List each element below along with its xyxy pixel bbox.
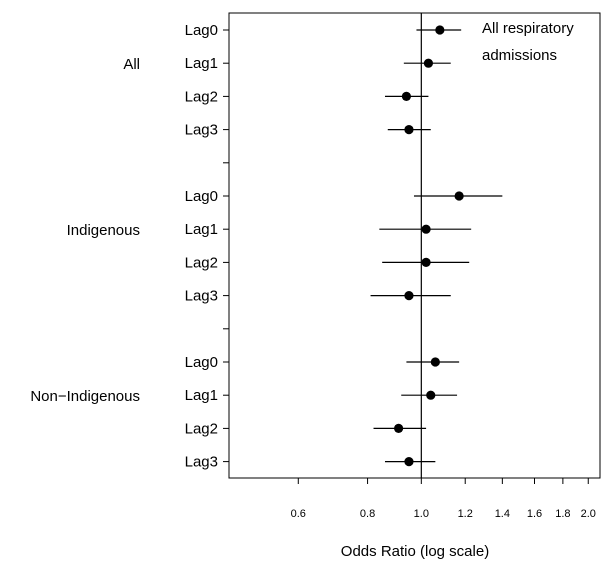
row-label: Lag0 — [185, 22, 218, 39]
annotation-line-1: All respiratory — [482, 20, 574, 37]
group-label: Indigenous — [67, 222, 140, 239]
group-label: Non−Indigenous — [30, 388, 140, 405]
row-label: Lag0 — [185, 188, 218, 205]
point-estimate — [435, 25, 445, 35]
point-estimate — [404, 457, 414, 467]
point-estimate — [393, 423, 404, 433]
point-estimate — [404, 125, 414, 135]
point-estimate — [404, 291, 414, 301]
row-label: Lag2 — [185, 88, 218, 105]
x-tick-label: 1.4 — [495, 508, 510, 520]
point-estimate — [421, 224, 431, 234]
row-label: Lag1 — [185, 55, 218, 72]
point-estimate — [430, 357, 440, 367]
row-label: Lag2 — [185, 254, 218, 271]
point-estimate — [423, 58, 434, 68]
row-label: Lag1 — [185, 387, 218, 404]
row-label: Lag1 — [185, 221, 218, 238]
annotation-line-2: admissions — [482, 47, 557, 64]
group-label: All — [123, 56, 140, 73]
x-tick-label: 1.0 — [414, 508, 429, 520]
row-label: Lag0 — [185, 354, 218, 371]
point-estimate — [401, 91, 412, 101]
x-tick-label: 2.0 — [581, 508, 596, 520]
x-tick-label: 1.8 — [555, 508, 570, 520]
point-estimate — [421, 257, 431, 267]
x-tick-label: 1.6 — [527, 508, 542, 520]
point-estimate — [426, 390, 436, 400]
row-label: Lag3 — [185, 122, 218, 139]
row-label: Lag2 — [185, 420, 218, 437]
x-tick-label: 0.8 — [360, 508, 375, 520]
row-label: Lag3 — [185, 288, 218, 305]
row-label: Lag3 — [185, 454, 218, 471]
plot-frame — [228, 12, 601, 479]
x-axis-label: Odds Ratio (log scale) — [341, 543, 489, 560]
x-tick-label: 1.2 — [458, 508, 473, 520]
x-tick-label: 0.6 — [291, 508, 306, 520]
point-estimate — [454, 191, 464, 201]
